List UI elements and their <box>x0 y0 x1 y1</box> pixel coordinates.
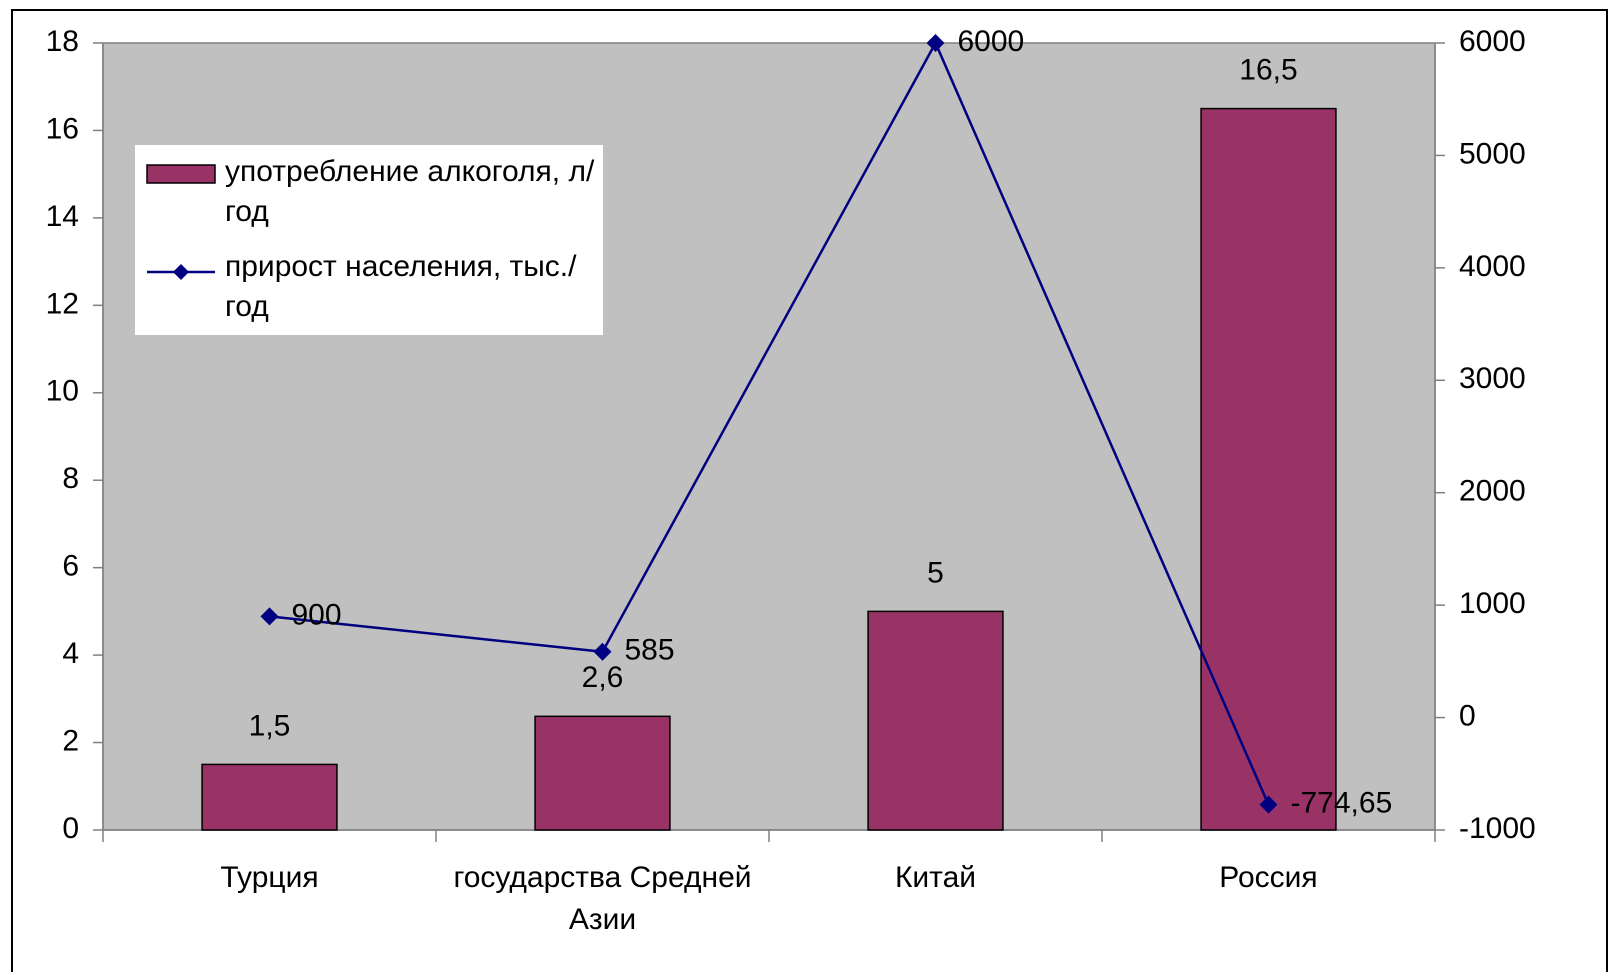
legend-keys <box>146 164 216 280</box>
frame <box>11 9 1608 972</box>
y2-tick-label: 6000 <box>1459 25 1526 58</box>
y-tick-label: 10 <box>46 375 79 408</box>
bar-label: 16,5 <box>1239 54 1297 87</box>
y-tick-label: 4 <box>62 637 79 670</box>
y-tick-label: 12 <box>46 287 79 320</box>
y2-tick-label: 0 <box>1459 699 1476 732</box>
line-label: 900 <box>292 598 342 631</box>
line-marker <box>260 607 279 626</box>
y2-tick-label: 5000 <box>1459 137 1526 170</box>
y2-tick-label: -1000 <box>1459 812 1536 845</box>
y-tick-label: 2 <box>62 724 79 757</box>
x-tick-label: Россия <box>1219 861 1318 894</box>
y2-tick-label: 1000 <box>1459 587 1526 620</box>
legend-key-bar <box>146 164 216 184</box>
y-tick-label: 14 <box>46 200 79 233</box>
y-tick-label: 8 <box>62 462 79 495</box>
legend-label: употребление алкоголя, л/год <box>225 155 595 228</box>
line-label: 585 <box>625 634 675 667</box>
x-tick-label: государства Средней Азии <box>453 861 752 936</box>
y-tick-label: 6 <box>62 550 79 583</box>
line-marker <box>593 642 612 661</box>
bar-label: 1,5 <box>249 709 291 742</box>
y2-tick-label: 4000 <box>1459 250 1526 283</box>
x-tick-label: Турция <box>220 861 319 894</box>
x-tick-label: Китай <box>894 861 977 894</box>
bar <box>201 763 338 831</box>
bar <box>1200 107 1337 831</box>
bar-label: 2,6 <box>582 661 624 694</box>
legend-label: прирост населения, тыс./год <box>225 250 577 323</box>
bar <box>867 610 1004 831</box>
y-tick-label: 16 <box>46 112 79 145</box>
y-tick-label: 0 <box>62 812 79 845</box>
legend-key-marker <box>173 264 189 280</box>
y2-tick-label: 2000 <box>1459 475 1526 508</box>
legend: употребление алкоголя, л/год прирост нас… <box>135 145 603 335</box>
line-marker <box>1259 795 1278 814</box>
line-marker <box>926 34 945 52</box>
line <box>269 40 1270 806</box>
line-label: 6000 <box>958 25 1025 58</box>
line-label: -774,65 <box>1291 787 1393 820</box>
bar-label: 5 <box>927 556 944 589</box>
y-tick-label: 18 <box>46 25 79 58</box>
y2-tick-label: 3000 <box>1459 362 1526 395</box>
bar <box>534 715 671 831</box>
